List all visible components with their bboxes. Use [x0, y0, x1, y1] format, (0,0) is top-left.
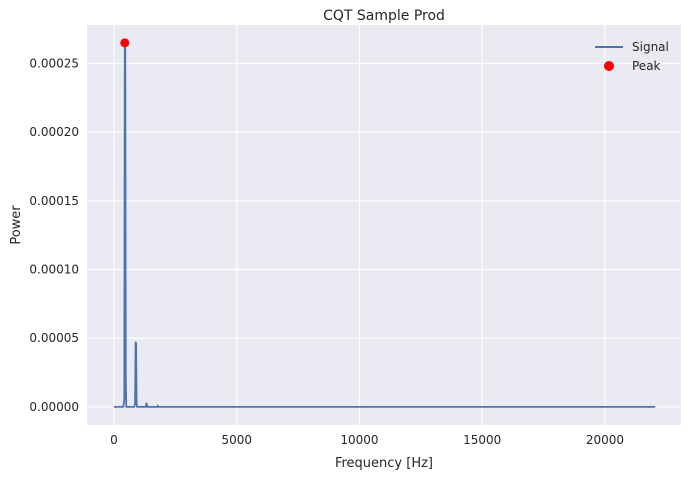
x-tick-label: 10000 — [340, 433, 378, 447]
y-tick-label: 0.00010 — [29, 263, 79, 277]
x-tick-label: 0 — [110, 433, 118, 447]
x-tick-label: 15000 — [463, 433, 501, 447]
series-layer — [114, 38, 656, 408]
y-axis-label: Power — [9, 205, 24, 245]
y-tick-label: 0.00015 — [29, 194, 79, 208]
legend-signal-label: Signal — [632, 40, 669, 54]
tick-labels: 0 5000 10000 15000 20000 0.00000 0.00005 0.0001… — [29, 56, 624, 447]
legend-peak-swatch — [604, 61, 614, 71]
x-axis-label: Frequency [Hz] — [335, 456, 433, 471]
y-tick-label: 0.00000 — [29, 400, 79, 414]
chart-title: CQT Sample Prod — [323, 8, 445, 24]
legend-peak-label: Peak — [632, 59, 661, 73]
x-tick-label: 20000 — [586, 433, 624, 447]
legend: Signal Peak — [595, 40, 669, 73]
y-tick-label: 0.00025 — [29, 56, 79, 70]
x-tick-label: 5000 — [221, 433, 252, 447]
y-tick-label: 0.00020 — [29, 125, 79, 139]
y-tick-label: 0.00005 — [29, 331, 79, 345]
plot-background — [87, 25, 681, 425]
peak-marker — [120, 38, 130, 48]
